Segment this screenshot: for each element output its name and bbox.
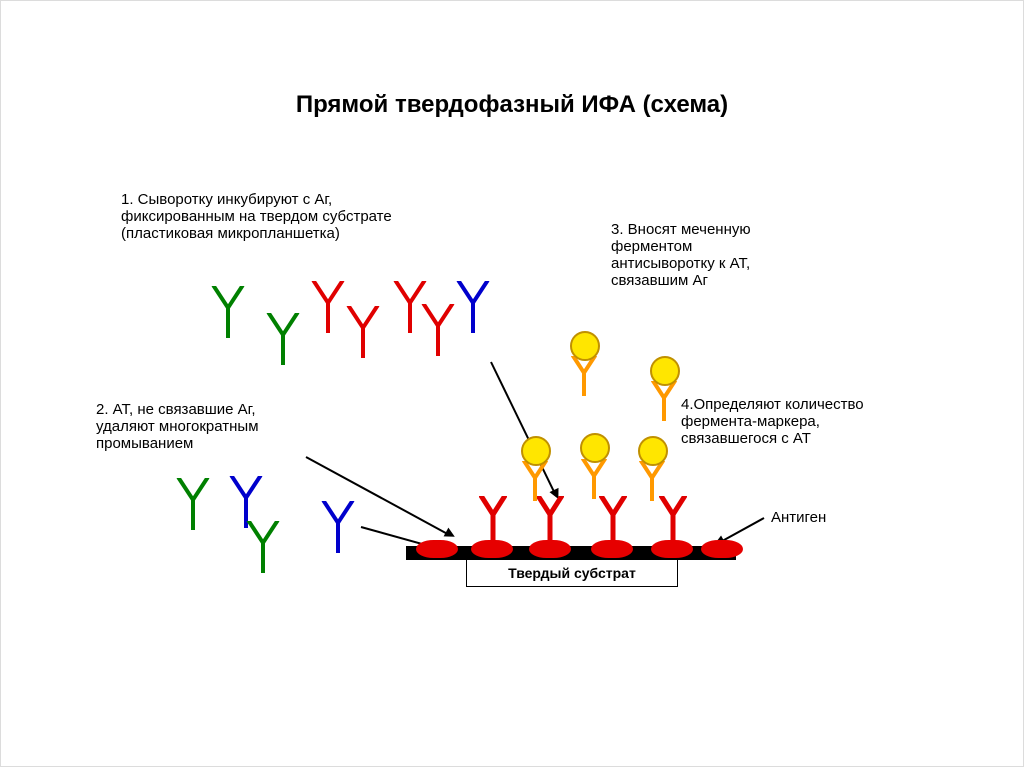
free-antibody-icon: [421, 304, 455, 361]
enzyme-marker-icon: [521, 436, 551, 466]
secondary-antibody-icon: [639, 461, 665, 506]
step-2-text: 2. АТ, не связавшие Аг, удаляют многокра…: [96, 401, 259, 452]
free-antibody-icon: [246, 521, 280, 578]
free-secondary-antibody-icon: [571, 356, 597, 401]
arrow-head-icon: [444, 528, 458, 542]
enzyme-marker-icon: [650, 356, 680, 386]
antigen-oval: [416, 540, 458, 558]
free-antibody-icon: [346, 306, 380, 363]
antigen-label: Антиген: [771, 509, 826, 526]
diagram-title: Прямой твердофазный ИФА (схема): [1, 91, 1023, 119]
antigen-oval: [701, 540, 743, 558]
free-antibody-icon: [321, 501, 355, 558]
step-3-text: 3. Вносят меченную ферментом антисыворот…: [611, 221, 751, 289]
free-antibody-icon: [311, 281, 345, 338]
diagram-canvas: Прямой твердофазный ИФА (схема) 1. Сывор…: [0, 0, 1024, 767]
enzyme-marker-icon: [570, 331, 600, 361]
bound-antibody-icon: [479, 496, 507, 545]
substrate-label-box: Твердый субстрат: [466, 559, 678, 587]
free-antibody-icon: [266, 313, 300, 370]
free-antibody-icon: [211, 286, 245, 343]
enzyme-marker-icon: [638, 436, 668, 466]
secondary-antibody-icon: [522, 461, 548, 506]
step-1-text: 1. Сыворотку инкубируют с Аг, фиксирован…: [121, 191, 392, 242]
free-antibody-icon: [176, 478, 210, 535]
step-4-text: 4.Определяют количество фермента-маркера…: [681, 396, 864, 447]
enzyme-marker-icon: [580, 433, 610, 463]
secondary-antibody-icon: [581, 459, 607, 504]
free-antibody-icon: [456, 281, 490, 338]
substrate-label: Твердый субстрат: [508, 565, 636, 581]
free-secondary-antibody-icon: [651, 381, 677, 426]
